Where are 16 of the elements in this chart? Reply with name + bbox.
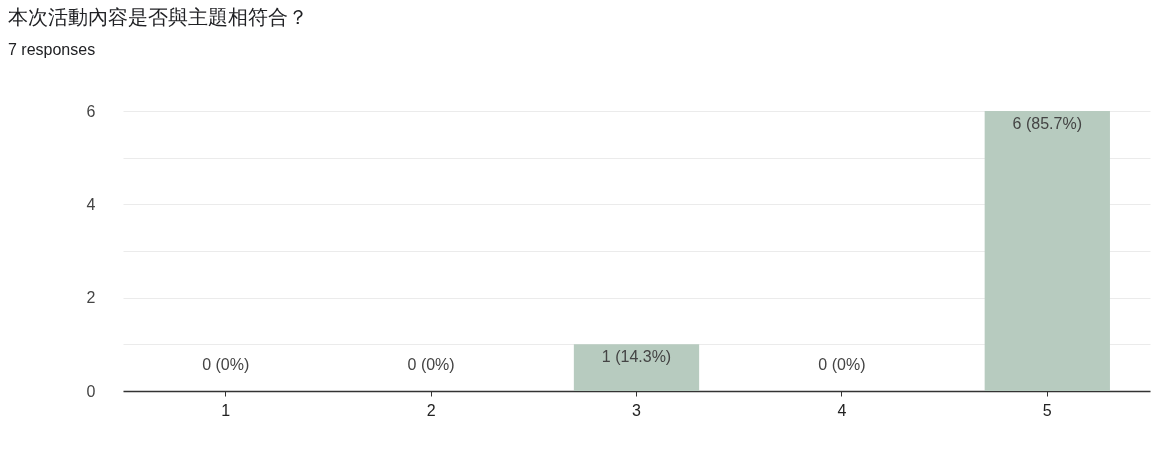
y-tick-label: 2	[86, 289, 96, 307]
x-tick-label: 4	[837, 401, 847, 419]
chart-title: 本次活動內容是否與主題相符合？	[8, 6, 308, 28]
data-label: 0 (0%)	[818, 356, 866, 373]
data-label: 0 (0%)	[407, 356, 455, 373]
data-label: 6 (85.7%)	[1012, 115, 1082, 132]
x-tick-label: 3	[632, 401, 642, 419]
data-label: 0 (0%)	[202, 356, 250, 373]
chart-subtitle: 7 responses	[8, 41, 96, 58]
y-tick-label: 4	[86, 195, 96, 213]
x-tick-label: 2	[426, 401, 436, 419]
x-tick-label: 5	[1042, 401, 1052, 419]
data-label: 1 (14.3%)	[601, 348, 672, 366]
x-tick-label: 1	[221, 401, 231, 419]
y-tick-label: 0	[86, 382, 96, 400]
y-tick-label: 6	[86, 102, 96, 120]
